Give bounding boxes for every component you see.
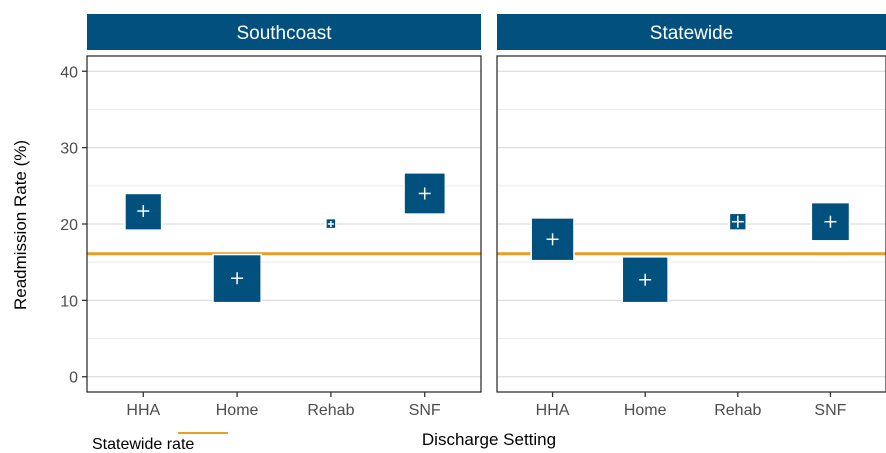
- rate-point-hha: [530, 217, 575, 262]
- facet-strip: [497, 14, 886, 50]
- x-axis-title: Discharge Setting: [422, 430, 556, 449]
- facet-panel-southcoast: Southcoast HHA Home Rehab SNF: [86, 14, 482, 419]
- facet-strip: [87, 14, 481, 50]
- y-tick-label: 10: [60, 293, 78, 310]
- x-tick-label: Home: [624, 402, 667, 419]
- x-tick-label: Home: [216, 402, 259, 419]
- x-tick-label: HHA: [536, 402, 570, 419]
- legend: Statewide rate: [92, 432, 228, 453]
- rate-point-home: [621, 256, 669, 304]
- x-tick-label: HHA: [126, 402, 160, 419]
- x-tick-label: Rehab: [714, 402, 761, 419]
- rate-point-rehab: [728, 212, 747, 231]
- y-axis-title: Readmission Rate (%): [11, 140, 30, 310]
- rate-point-snf: [403, 172, 447, 215]
- rate-point-rehab: [325, 217, 337, 230]
- rate-point-home: [212, 253, 262, 304]
- y-tick-label: 40: [60, 64, 78, 81]
- facet-panel-statewide: Statewide HHA Home Rehab SNF: [496, 14, 886, 419]
- facet-strip-label: Statewide: [650, 23, 733, 44]
- x-tick-label: SNF: [409, 402, 441, 419]
- x-tick-label: Rehab: [307, 402, 354, 419]
- panel-border: [496, 55, 886, 393]
- facet-strip-label: Southcoast: [236, 23, 332, 44]
- rate-point-hha: [124, 192, 163, 231]
- y-tick-label: 30: [60, 141, 78, 158]
- x-tick-label: SNF: [814, 402, 846, 419]
- y-tick-label: 0: [69, 370, 78, 387]
- rate-point-snf: [810, 201, 851, 242]
- legend-label-statewide-rate: Statewide rate: [92, 436, 194, 453]
- y-tick-label: 20: [60, 217, 78, 234]
